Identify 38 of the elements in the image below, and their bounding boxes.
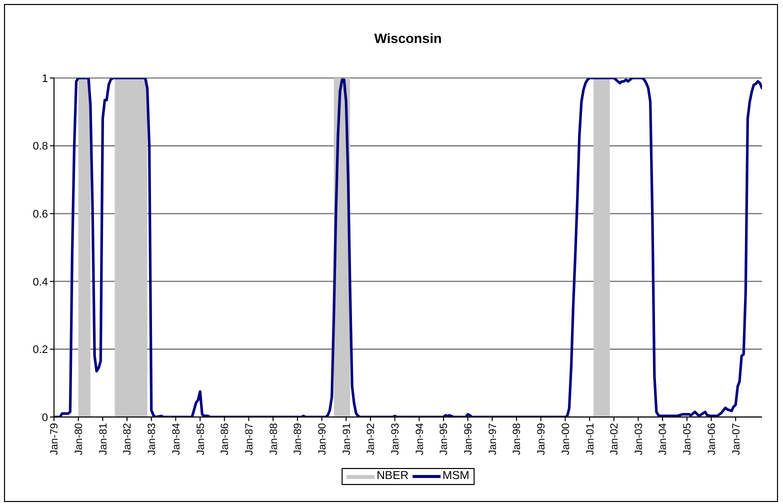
y-tick-label: 0.6 (32, 208, 48, 221)
x-tick-label: Jan-83 (146, 422, 158, 456)
x-tick-label: Jan-02 (608, 422, 621, 456)
chart-title: Wisconsin (373, 31, 443, 46)
x-tick-label: Jan-81 (97, 422, 110, 456)
x-tick-label: Jan-90 (316, 422, 328, 456)
x-tick-label: Jan-91 (340, 422, 353, 456)
x-tick-label: Jan-00 (560, 422, 572, 456)
x-tick-label: Jan-89 (292, 422, 304, 456)
x-tick-label: Jan-07 (730, 422, 742, 456)
x-tick-label: Jan-88 (268, 422, 280, 456)
x-tick-label: Jan-84 (170, 422, 182, 456)
x-tick-label: Jan-04 (657, 422, 670, 456)
x-tick-label: Jan-03 (632, 422, 645, 456)
x-tick-label: Jan-86 (219, 422, 232, 456)
x-tick-label: Jan-94 (414, 422, 426, 456)
x-tick-label: Jan-92 (365, 422, 378, 456)
x-tick-label: Jan-82 (122, 422, 134, 456)
x-tick-label: Jan-05 (682, 422, 694, 456)
y-tick-label: 0.4 (32, 276, 48, 288)
legend-label: MSM (442, 470, 470, 483)
x-tick-label: Jan-98 (511, 422, 524, 456)
y-tick-label: 1 (42, 72, 48, 85)
x-tick-label: Jan-85 (194, 422, 207, 456)
legend-label: NBER (376, 470, 409, 483)
x-tick-label: Jan-80 (73, 422, 85, 456)
x-tick-label: Jan-93 (390, 422, 402, 456)
x-tick-label: Jan-87 (243, 422, 256, 456)
x-tick-label: Jan-01 (584, 422, 596, 456)
x-tick-label: Jan-97 (486, 422, 499, 456)
x-tick-label: Jan-95 (438, 422, 450, 456)
x-tick-label: Jan-99 (536, 422, 548, 456)
x-tick-label: Jan-79 (48, 422, 61, 456)
y-tick-label: 0 (42, 412, 48, 424)
y-tick-label: 0.8 (32, 140, 48, 153)
y-tick-label: 0.2 (32, 344, 48, 356)
x-tick-label: Jan-06 (706, 422, 718, 456)
x-tick-label: Jan-96 (462, 422, 474, 456)
